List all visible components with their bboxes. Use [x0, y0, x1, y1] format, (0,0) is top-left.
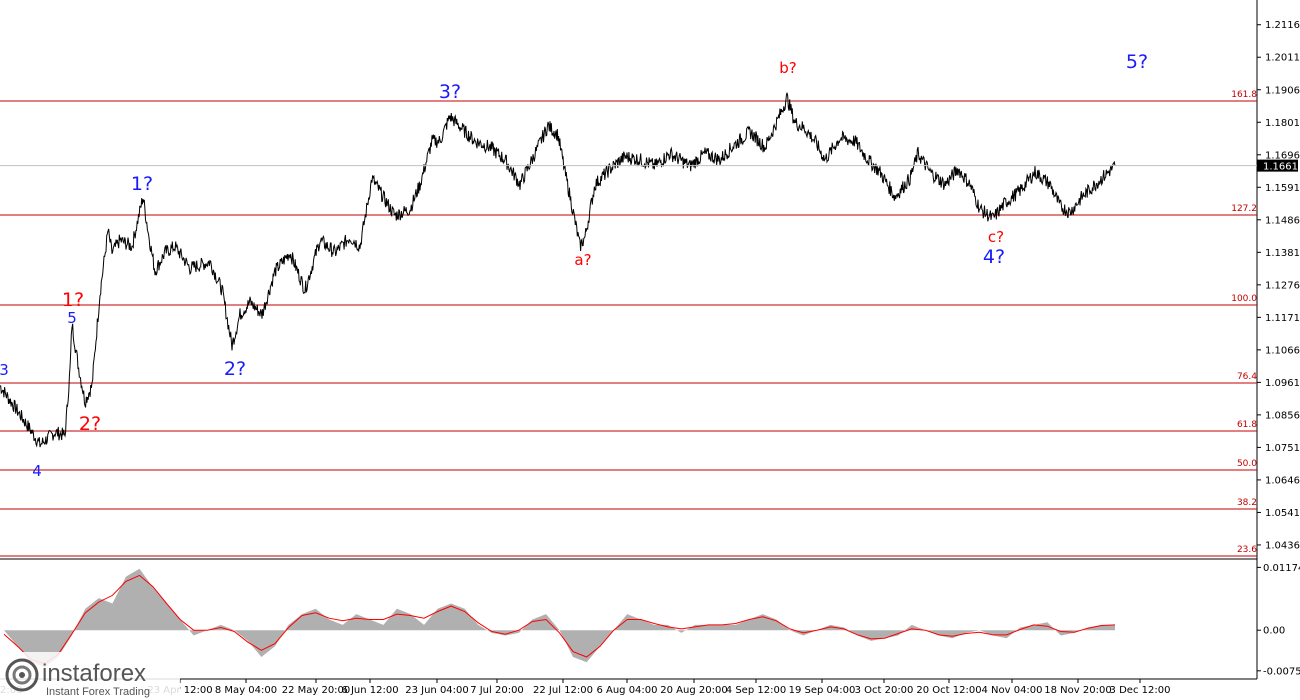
x-tick-label: 20 Aug 20:00: [660, 685, 727, 696]
logo-tagline: Instant Forex Trading: [46, 686, 150, 698]
x-tick-label: 22 Jul 12:00: [533, 685, 593, 696]
fibonacci-levels: 161.8 127.2 100.0 76.4 61.8 50.0 38.2 23.6: [0, 90, 1257, 557]
wave-label: 2?: [224, 358, 246, 380]
y-tick-label: 1.0541: [1265, 508, 1300, 519]
fib-level-label: 23.6: [1237, 545, 1257, 555]
logo-brand: instaforex: [42, 660, 146, 687]
wave-label: a?: [574, 251, 591, 269]
y-tick-label: 1.0961: [1265, 378, 1300, 389]
fib-level-label: 61.8: [1237, 420, 1257, 430]
fib-level-label: 127.2: [1231, 204, 1257, 214]
osc-tick-label: 0.01174: [1263, 563, 1300, 574]
y-tick-label: 1.1276: [1265, 280, 1300, 291]
y-tick-label: 1.0436: [1265, 540, 1300, 551]
wave-label: 1?: [131, 173, 153, 195]
y-tick-label: 1.1696: [1265, 150, 1300, 161]
y-tick-label: 1.0751: [1265, 443, 1300, 454]
instaforex-logo: instaforex Instant Forex Trading: [0, 652, 180, 698]
x-tick-label: 22 May 20:00: [282, 685, 351, 696]
x-tick-label: 23 Jun 04:00: [405, 685, 469, 696]
y-tick-label: 1.1906: [1265, 85, 1300, 96]
y-tick-label: 1.1066: [1265, 345, 1300, 356]
fib-level-label: 50.0: [1237, 459, 1257, 469]
y-tick-label: 1.2011: [1265, 53, 1300, 64]
current-price-label: 1.1661: [1263, 162, 1298, 173]
wave-label: c?: [988, 228, 1004, 246]
osc-tick-label: 0.00: [1263, 626, 1285, 637]
fib-level-label: 100.0: [1231, 294, 1257, 304]
fib-level-label: 161.8: [1231, 90, 1257, 100]
price-series: [0, 92, 1116, 448]
wave-label: b?: [779, 59, 796, 77]
x-tick-label: 18 Nov 20:00: [1044, 685, 1111, 696]
x-tick-label: 3 Oct 20:00: [855, 685, 914, 696]
x-tick-label: 6 Aug 04:00: [596, 685, 657, 696]
fib-level-label: 76.4: [1237, 372, 1257, 382]
logo-swirl-icon: [5, 658, 39, 692]
y-tick-label: 1.2116: [1265, 20, 1300, 31]
y-tick-label: 1.1486: [1265, 215, 1300, 226]
y-tick-label: 1.1801: [1265, 118, 1300, 129]
wave-label: 3: [0, 361, 9, 379]
x-tick-label: 8 May 04:00: [215, 685, 277, 696]
fib-level-label: 38.2: [1237, 498, 1257, 508]
wave-label: 2?: [79, 413, 101, 435]
x-tick-label: 19 Sep 04:00: [789, 685, 856, 696]
y-tick-label: 1.1591: [1265, 183, 1300, 194]
x-tick-label: 3 Dec 12:00: [1110, 685, 1171, 696]
wave-label: 4: [32, 462, 42, 480]
x-tick-label: 6 Jun 12:00: [341, 685, 398, 696]
oscillator-axis: 0.01174 0.00 -0.00759: [1257, 563, 1300, 677]
oscillator-signal-line: [3, 574, 1116, 665]
x-tick-label: 4 Sep 12:00: [726, 685, 786, 696]
y-tick-label: 1.0646: [1265, 475, 1300, 486]
current-price-marker: 1.1661: [0, 159, 1298, 173]
y-tick-label: 1.1381: [1265, 248, 1300, 259]
wave-label: 1?: [62, 289, 84, 311]
x-tick-label: 4 Nov 04:00: [981, 685, 1042, 696]
x-tick-label: 20 Oct 12:00: [916, 685, 981, 696]
wave-label: 5: [67, 309, 77, 327]
wave-label: 4?: [983, 246, 1005, 268]
oscillator-panel: [3, 568, 1116, 668]
x-tick-label: 7 Jul 20:00: [470, 685, 524, 696]
osc-tick-label: -0.00759: [1263, 666, 1300, 677]
wave-label: 5?: [1126, 51, 1148, 73]
price-line: [0, 92, 1116, 448]
current-price-box: [1257, 159, 1298, 172]
wave-label: 3?: [439, 81, 461, 103]
y-tick-label: 1.0856: [1265, 410, 1300, 421]
price-axis: 1.2116 1.2011 1.1906 1.1801 1.1696 1.1591 1.14…: [1257, 20, 1300, 551]
y-tick-label: 1.1171: [1265, 313, 1300, 324]
